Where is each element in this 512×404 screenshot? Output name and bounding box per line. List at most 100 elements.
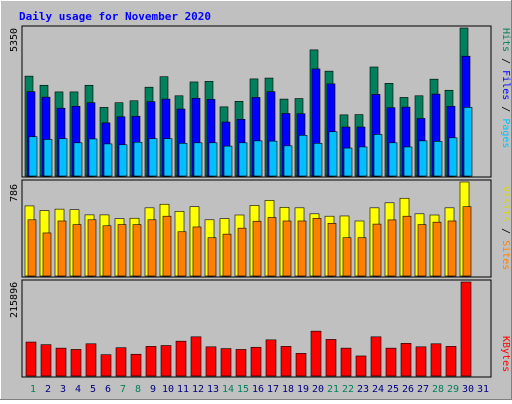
kbytes-bar-day-10 — [160, 345, 172, 377]
day-label-4: 4 — [75, 384, 81, 395]
day-label-5: 5 — [90, 384, 96, 395]
pages-bar-day-30 — [463, 107, 473, 177]
sites-bar-day-17 — [267, 217, 277, 277]
sites-bar-day-16 — [252, 220, 262, 277]
kbytes-bar-day-4 — [70, 349, 82, 377]
sites-bar-day-4 — [72, 224, 82, 277]
day-label-25: 25 — [387, 384, 399, 395]
bottom-legend-kbytes: KBytes — [500, 336, 511, 372]
pages-bar-day-14 — [223, 145, 233, 177]
sites-bar-day-30 — [462, 206, 472, 277]
kbytes-bar-day-15 — [235, 349, 247, 377]
day-label-12: 12 — [192, 384, 204, 395]
sites-bar-day-1 — [27, 219, 37, 277]
kbytes-bar-day-26 — [400, 343, 412, 377]
bottom-bars — [25, 281, 472, 377]
top-legend-files: Files — [500, 70, 511, 100]
pages-bar-day-9 — [148, 138, 158, 177]
bottom-max-label: 215896 — [9, 282, 20, 318]
pages-bar-day-5 — [88, 138, 98, 177]
sites-bar-day-21 — [327, 223, 337, 277]
pages-bar-day-27 — [418, 140, 428, 177]
day-label-10: 10 — [162, 384, 174, 395]
pages-bar-day-3 — [58, 138, 68, 177]
kbytes-bar-day-18 — [280, 346, 292, 377]
middle-legend-visits: Visits — [500, 186, 511, 222]
kbytes-bar-day-3 — [55, 347, 67, 377]
top-bars — [24, 27, 473, 177]
top-max-label: 5350 — [9, 28, 20, 52]
kbytes-bar-day-28 — [430, 343, 442, 377]
day-label-28: 28 — [432, 384, 444, 395]
pages-bar-day-19 — [298, 135, 308, 177]
middle-legend: Visits / Sites — [500, 186, 511, 270]
day-label-23: 23 — [357, 384, 369, 395]
day-label-22: 22 — [342, 384, 354, 395]
sites-bar-day-19 — [297, 220, 307, 277]
day-label-31: 31 — [477, 384, 489, 395]
kbytes-bar-day-21 — [325, 339, 337, 377]
pages-bar-day-4 — [73, 142, 83, 177]
sites-bar-day-8 — [132, 224, 142, 277]
sites-bar-day-23 — [357, 237, 367, 277]
kbytes-bar-day-7 — [115, 347, 127, 377]
day-label-7: 7 — [120, 384, 126, 395]
pages-bar-day-2 — [43, 139, 53, 177]
bottom-legend: KBytes — [500, 336, 511, 372]
day-label-14: 14 — [222, 384, 234, 395]
kbytes-bar-day-6 — [100, 354, 112, 377]
kbytes-bar-day-25 — [385, 347, 397, 377]
middle-bars — [24, 181, 472, 277]
sites-bar-day-24 — [372, 223, 382, 277]
middle-max-label: 786 — [9, 184, 20, 202]
sites-bar-day-10 — [162, 215, 172, 277]
sites-bar-day-7 — [117, 224, 127, 277]
day-label-29: 29 — [447, 384, 459, 395]
kbytes-bar-day-8 — [130, 353, 142, 377]
top-legend-pages: Pages — [500, 118, 511, 148]
day-label-2: 2 — [45, 384, 51, 395]
top-legend-separator: / — [500, 52, 511, 70]
pages-bar-day-12 — [193, 142, 203, 177]
sites-bar-day-26 — [402, 215, 412, 277]
sites-bar-day-14 — [222, 233, 232, 277]
day-label-11: 11 — [177, 384, 189, 395]
sites-bar-day-18 — [282, 220, 292, 277]
sites-bar-day-2 — [42, 232, 52, 277]
sites-bar-day-5 — [87, 219, 97, 277]
kbytes-bar-day-16 — [250, 346, 262, 377]
legends: Hits / Files / Pages Visits / Sites KBytes — [500, 28, 511, 372]
kbytes-bar-day-22 — [340, 347, 352, 377]
kbytes-bar-day-9 — [145, 346, 157, 377]
pages-bar-day-26 — [403, 146, 413, 177]
day-label-17: 17 — [267, 384, 279, 395]
pages-bar-day-6 — [103, 143, 113, 177]
day-label-26: 26 — [402, 384, 414, 395]
sites-bar-day-29 — [447, 220, 457, 277]
pages-bar-day-10 — [163, 138, 173, 177]
top-legend-hits: Hits — [500, 28, 511, 52]
chart-title: Daily usage for November 2020 — [19, 10, 211, 23]
pages-bar-day-8 — [133, 141, 143, 177]
pages-bar-day-22 — [343, 147, 353, 177]
kbytes-bar-day-20 — [310, 330, 322, 377]
pages-bar-day-24 — [373, 134, 383, 177]
day-label-15: 15 — [237, 384, 249, 395]
pages-bar-day-21 — [328, 131, 338, 177]
day-label-9: 9 — [150, 384, 156, 395]
pages-bar-day-23 — [358, 146, 368, 177]
kbytes-bar-day-29 — [445, 346, 457, 377]
sites-bar-day-22 — [342, 237, 352, 277]
pages-bar-day-20 — [313, 143, 323, 177]
day-label-19: 19 — [297, 384, 309, 395]
kbytes-bar-day-1 — [25, 341, 37, 377]
pages-bar-day-16 — [253, 140, 263, 177]
day-label-21: 21 — [327, 384, 339, 395]
day-label-24: 24 — [372, 384, 384, 395]
sites-bar-day-6 — [102, 225, 112, 277]
sites-bar-day-20 — [312, 218, 322, 277]
day-label-13: 13 — [207, 384, 219, 395]
day-label-6: 6 — [105, 384, 111, 395]
